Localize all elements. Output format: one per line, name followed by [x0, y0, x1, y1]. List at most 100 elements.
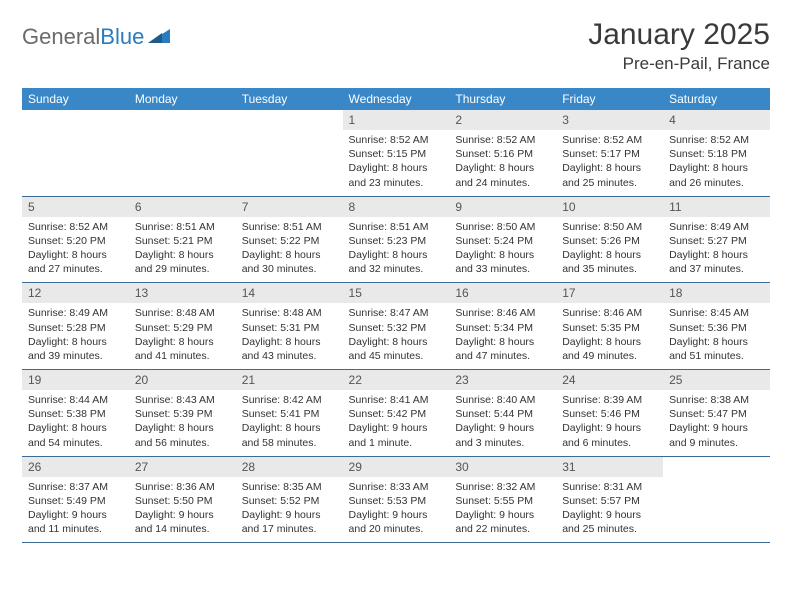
- day-number: 24: [556, 370, 663, 390]
- calendar-cell: 12Sunrise: 8:49 AMSunset: 5:28 PMDayligh…: [22, 283, 129, 370]
- calendar-cell: 28Sunrise: 8:35 AMSunset: 5:52 PMDayligh…: [236, 456, 343, 543]
- calendar-cell: 18Sunrise: 8:45 AMSunset: 5:36 PMDayligh…: [663, 283, 770, 370]
- day-details: Sunrise: 8:50 AMSunset: 5:26 PMDaylight:…: [556, 217, 663, 283]
- daylight-text: Daylight: 8 hours and 25 minutes.: [562, 161, 657, 189]
- day-header: Tuesday: [236, 88, 343, 110]
- sunrise-text: Sunrise: 8:47 AM: [349, 306, 444, 320]
- sunrise-text: Sunrise: 8:39 AM: [562, 393, 657, 407]
- calendar-cell: [129, 110, 236, 196]
- calendar-cell: 22Sunrise: 8:41 AMSunset: 5:42 PMDayligh…: [343, 370, 450, 457]
- calendar-cell: 10Sunrise: 8:50 AMSunset: 5:26 PMDayligh…: [556, 196, 663, 283]
- day-details: Sunrise: 8:50 AMSunset: 5:24 PMDaylight:…: [449, 217, 556, 283]
- daylight-text: Daylight: 8 hours and 37 minutes.: [669, 248, 764, 276]
- daylight-text: Daylight: 8 hours and 58 minutes.: [242, 421, 337, 449]
- day-header: Sunday: [22, 88, 129, 110]
- day-number: 9: [449, 197, 556, 217]
- daylight-text: Daylight: 9 hours and 25 minutes.: [562, 508, 657, 536]
- sunrise-text: Sunrise: 8:45 AM: [669, 306, 764, 320]
- day-header: Thursday: [449, 88, 556, 110]
- day-header: Friday: [556, 88, 663, 110]
- sunrise-text: Sunrise: 8:49 AM: [669, 220, 764, 234]
- daylight-text: Daylight: 8 hours and 56 minutes.: [135, 421, 230, 449]
- daylight-text: Daylight: 9 hours and 14 minutes.: [135, 508, 230, 536]
- sunrise-text: Sunrise: 8:49 AM: [28, 306, 123, 320]
- day-details: Sunrise: 8:51 AMSunset: 5:21 PMDaylight:…: [129, 217, 236, 283]
- sunrise-text: Sunrise: 8:52 AM: [455, 133, 550, 147]
- header: GeneralBlue January 2025 Pre-en-Pail, Fr…: [22, 18, 770, 74]
- daylight-text: Daylight: 8 hours and 33 minutes.: [455, 248, 550, 276]
- daylight-text: Daylight: 9 hours and 20 minutes.: [349, 508, 444, 536]
- day-number: 1: [343, 110, 450, 130]
- day-number: 2: [449, 110, 556, 130]
- calendar-cell: [663, 456, 770, 543]
- sunset-text: Sunset: 5:22 PM: [242, 234, 337, 248]
- calendar-cell: [22, 110, 129, 196]
- day-number: 4: [663, 110, 770, 130]
- sunrise-text: Sunrise: 8:35 AM: [242, 480, 337, 494]
- day-number: 8: [343, 197, 450, 217]
- sunrise-text: Sunrise: 8:37 AM: [28, 480, 123, 494]
- day-details: Sunrise: 8:52 AMSunset: 5:16 PMDaylight:…: [449, 130, 556, 196]
- sunset-text: Sunset: 5:16 PM: [455, 147, 550, 161]
- day-details: Sunrise: 8:39 AMSunset: 5:46 PMDaylight:…: [556, 390, 663, 456]
- sunrise-text: Sunrise: 8:33 AM: [349, 480, 444, 494]
- sunrise-text: Sunrise: 8:52 AM: [562, 133, 657, 147]
- day-details: Sunrise: 8:44 AMSunset: 5:38 PMDaylight:…: [22, 390, 129, 456]
- day-number: 13: [129, 283, 236, 303]
- day-number: 16: [449, 283, 556, 303]
- daylight-text: Daylight: 9 hours and 17 minutes.: [242, 508, 337, 536]
- calendar-cell: 5Sunrise: 8:52 AMSunset: 5:20 PMDaylight…: [22, 196, 129, 283]
- sunrise-text: Sunrise: 8:52 AM: [349, 133, 444, 147]
- calendar-cell: 31Sunrise: 8:31 AMSunset: 5:57 PMDayligh…: [556, 456, 663, 543]
- day-number: 26: [22, 457, 129, 477]
- calendar-cell: 7Sunrise: 8:51 AMSunset: 5:22 PMDaylight…: [236, 196, 343, 283]
- page-title: January 2025: [588, 18, 770, 52]
- calendar-cell: 15Sunrise: 8:47 AMSunset: 5:32 PMDayligh…: [343, 283, 450, 370]
- sunset-text: Sunset: 5:50 PM: [135, 494, 230, 508]
- sunrise-text: Sunrise: 8:36 AM: [135, 480, 230, 494]
- calendar-cell: 8Sunrise: 8:51 AMSunset: 5:23 PMDaylight…: [343, 196, 450, 283]
- day-number: 22: [343, 370, 450, 390]
- day-number: 3: [556, 110, 663, 130]
- day-details: Sunrise: 8:49 AMSunset: 5:28 PMDaylight:…: [22, 303, 129, 369]
- sunset-text: Sunset: 5:27 PM: [669, 234, 764, 248]
- sunrise-text: Sunrise: 8:46 AM: [455, 306, 550, 320]
- daylight-text: Daylight: 9 hours and 11 minutes.: [28, 508, 123, 536]
- day-details: Sunrise: 8:33 AMSunset: 5:53 PMDaylight:…: [343, 477, 450, 543]
- day-details: Sunrise: 8:42 AMSunset: 5:41 PMDaylight:…: [236, 390, 343, 456]
- calendar-cell: 6Sunrise: 8:51 AMSunset: 5:21 PMDaylight…: [129, 196, 236, 283]
- day-details: Sunrise: 8:38 AMSunset: 5:47 PMDaylight:…: [663, 390, 770, 456]
- day-details: Sunrise: 8:47 AMSunset: 5:32 PMDaylight:…: [343, 303, 450, 369]
- day-details: Sunrise: 8:46 AMSunset: 5:35 PMDaylight:…: [556, 303, 663, 369]
- calendar-cell: 4Sunrise: 8:52 AMSunset: 5:18 PMDaylight…: [663, 110, 770, 196]
- daylight-text: Daylight: 8 hours and 45 minutes.: [349, 335, 444, 363]
- calendar-cell: 2Sunrise: 8:52 AMSunset: 5:16 PMDaylight…: [449, 110, 556, 196]
- sunset-text: Sunset: 5:47 PM: [669, 407, 764, 421]
- sunset-text: Sunset: 5:17 PM: [562, 147, 657, 161]
- sunrise-text: Sunrise: 8:51 AM: [242, 220, 337, 234]
- daylight-text: Daylight: 8 hours and 35 minutes.: [562, 248, 657, 276]
- sunset-text: Sunset: 5:29 PM: [135, 321, 230, 335]
- sunrise-text: Sunrise: 8:44 AM: [28, 393, 123, 407]
- calendar-cell: 20Sunrise: 8:43 AMSunset: 5:39 PMDayligh…: [129, 370, 236, 457]
- day-details: Sunrise: 8:31 AMSunset: 5:57 PMDaylight:…: [556, 477, 663, 543]
- sunset-text: Sunset: 5:26 PM: [562, 234, 657, 248]
- table-row: 12Sunrise: 8:49 AMSunset: 5:28 PMDayligh…: [22, 283, 770, 370]
- day-number: 12: [22, 283, 129, 303]
- location: Pre-en-Pail, France: [588, 54, 770, 74]
- day-number: 18: [663, 283, 770, 303]
- sunset-text: Sunset: 5:23 PM: [349, 234, 444, 248]
- sunrise-text: Sunrise: 8:31 AM: [562, 480, 657, 494]
- sunrise-text: Sunrise: 8:52 AM: [669, 133, 764, 147]
- day-number: 28: [236, 457, 343, 477]
- sunset-text: Sunset: 5:32 PM: [349, 321, 444, 335]
- sunset-text: Sunset: 5:53 PM: [349, 494, 444, 508]
- day-header: Monday: [129, 88, 236, 110]
- calendar-cell: [236, 110, 343, 196]
- calendar-cell: 24Sunrise: 8:39 AMSunset: 5:46 PMDayligh…: [556, 370, 663, 457]
- day-details: Sunrise: 8:36 AMSunset: 5:50 PMDaylight:…: [129, 477, 236, 543]
- day-number: 11: [663, 197, 770, 217]
- sunrise-text: Sunrise: 8:43 AM: [135, 393, 230, 407]
- daylight-text: Daylight: 9 hours and 9 minutes.: [669, 421, 764, 449]
- daylight-text: Daylight: 8 hours and 24 minutes.: [455, 161, 550, 189]
